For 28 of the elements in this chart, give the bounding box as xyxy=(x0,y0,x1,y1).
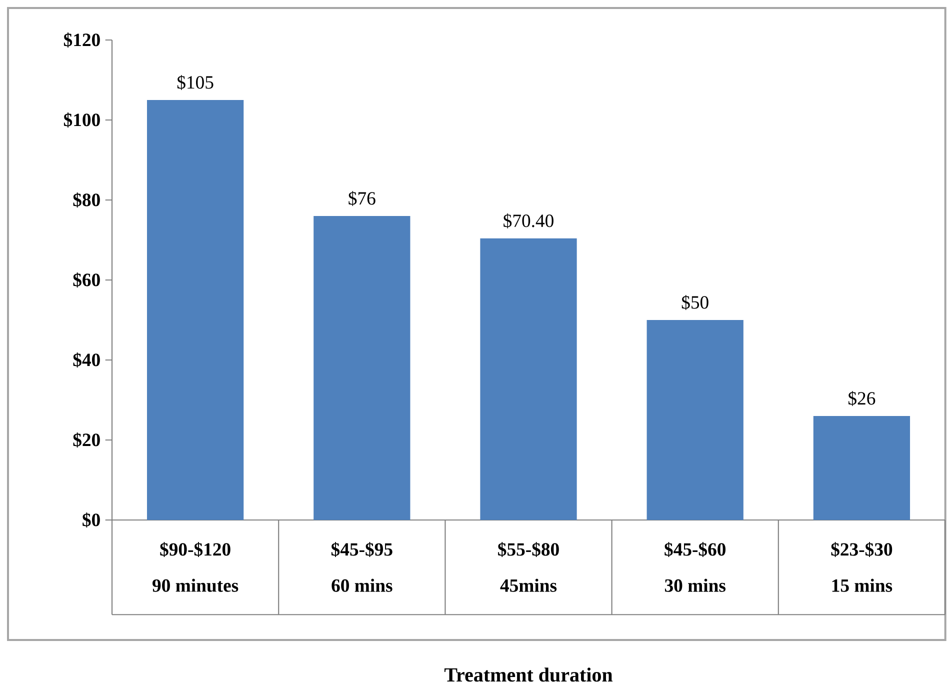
data-label: $76 xyxy=(348,190,376,206)
y-tick-label: $20 xyxy=(73,432,100,448)
x-tick-label: $23-$30 xyxy=(831,542,892,557)
y-tick-label: $0 xyxy=(82,512,100,528)
y-tick-label: $100 xyxy=(64,112,100,128)
y-tick-label: $80 xyxy=(73,192,100,208)
x-tick-label: $45-$95 xyxy=(331,542,392,557)
text: Treatment duration xyxy=(444,668,613,682)
text: 60 mins xyxy=(332,578,392,592)
y-tick-label: $120 xyxy=(64,32,100,48)
x-tick-label: $55-$80 xyxy=(498,542,559,557)
y-tick-label: $60 xyxy=(73,272,100,288)
text: 45mins xyxy=(500,578,557,592)
x-tick-label: $90-$120 xyxy=(160,542,230,557)
data-label: $50 xyxy=(682,294,708,310)
data-label: $26 xyxy=(848,390,876,406)
bar xyxy=(480,238,577,520)
bar xyxy=(813,416,910,520)
text: 90 minutes xyxy=(152,578,238,592)
text: 30 mins xyxy=(664,578,726,592)
x-tick-label: $45-$60 xyxy=(664,542,726,557)
data-label: $70.40 xyxy=(504,213,554,228)
bar xyxy=(646,320,744,520)
text: 15 mins xyxy=(832,578,892,592)
bar xyxy=(146,100,244,520)
data-label: $105 xyxy=(177,74,214,90)
y-tick-label: $40 xyxy=(73,352,100,368)
bar xyxy=(314,216,410,520)
